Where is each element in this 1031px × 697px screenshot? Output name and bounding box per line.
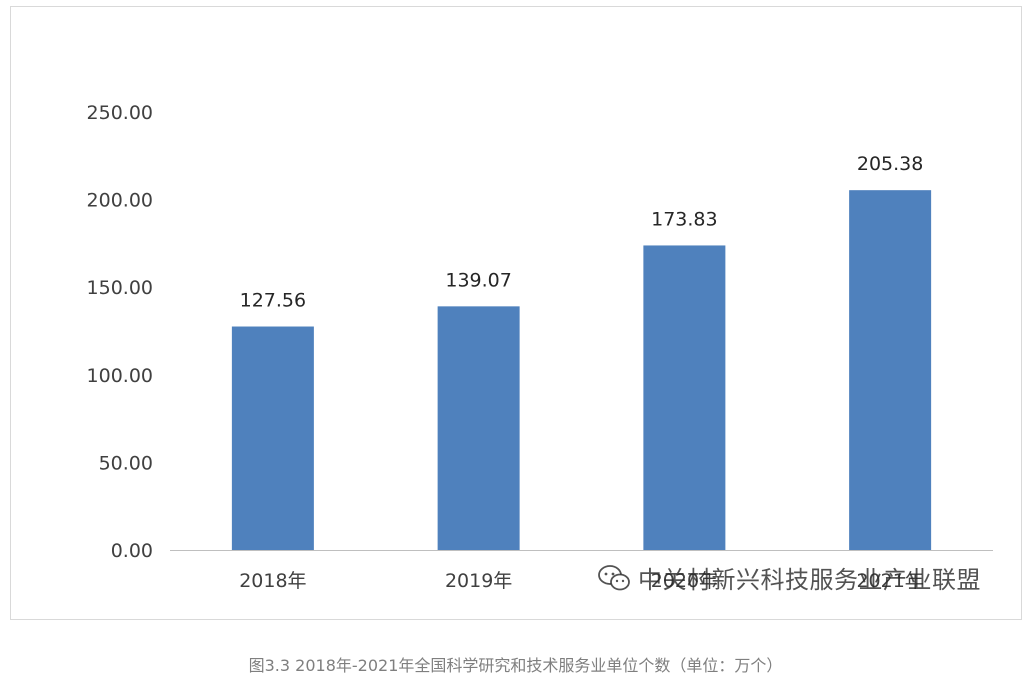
x-axis: 2018年 2019年 2020年 2021年 bbox=[170, 550, 993, 592]
bars-group: 127.56 139.07 173.83 205.38 bbox=[231, 153, 932, 551]
x-tick-label: 2020年 bbox=[651, 570, 718, 592]
y-tick-label: 250.00 bbox=[87, 102, 153, 124]
bar bbox=[849, 190, 932, 550]
y-axis: 0.00 50.00 100.00 150.00 200.00 250.00 bbox=[87, 102, 153, 562]
y-tick-label: 100.00 bbox=[87, 365, 153, 387]
bar bbox=[437, 306, 520, 550]
bar-data-label: 139.07 bbox=[445, 269, 511, 291]
x-tick-label: 2019年 bbox=[445, 570, 512, 592]
bar-data-label: 205.38 bbox=[857, 153, 923, 175]
bar-data-label: 173.83 bbox=[651, 208, 717, 230]
bar bbox=[643, 245, 726, 551]
x-tick-label: 2021年 bbox=[856, 570, 923, 592]
bar bbox=[231, 326, 314, 550]
figure-caption: 图3.3 2018年-2021年全国科学研究和技术服务业单位个数（单位：万个） bbox=[248, 656, 783, 675]
bar-data-label: 127.56 bbox=[240, 290, 306, 312]
y-tick-label: 50.00 bbox=[99, 452, 153, 474]
y-tick-label: 150.00 bbox=[87, 277, 153, 299]
y-tick-label: 0.00 bbox=[111, 540, 153, 562]
y-tick-label: 200.00 bbox=[87, 190, 153, 212]
x-tick-label: 2018年 bbox=[239, 570, 306, 592]
